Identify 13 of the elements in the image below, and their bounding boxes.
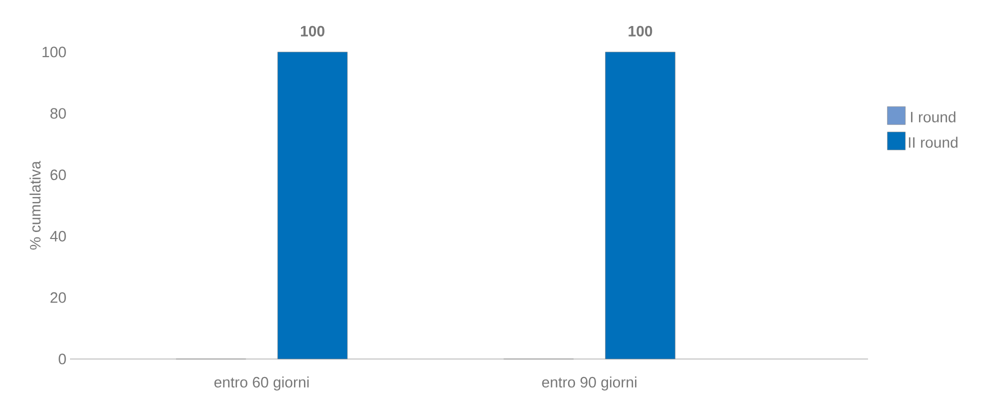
data-label: 100	[300, 26, 324, 36]
data-label: 100	[628, 26, 652, 36]
y-tick-label: 0	[58, 354, 66, 364]
y-tick-label: 20	[50, 292, 66, 303]
legend-label: I round	[911, 111, 956, 122]
x-tick-label: entro 90 giorni	[542, 376, 636, 391]
y-tick-label: 100	[42, 46, 66, 58]
legend-label: II round	[908, 136, 958, 148]
y-tick-label: 80	[50, 108, 66, 119]
y-tick-label: 60	[50, 169, 66, 180]
y-tick-label: 40	[50, 230, 66, 242]
x-tick-label: entro 60 giorni	[214, 376, 309, 391]
y-axis-title: % cumulativa	[30, 160, 41, 250]
